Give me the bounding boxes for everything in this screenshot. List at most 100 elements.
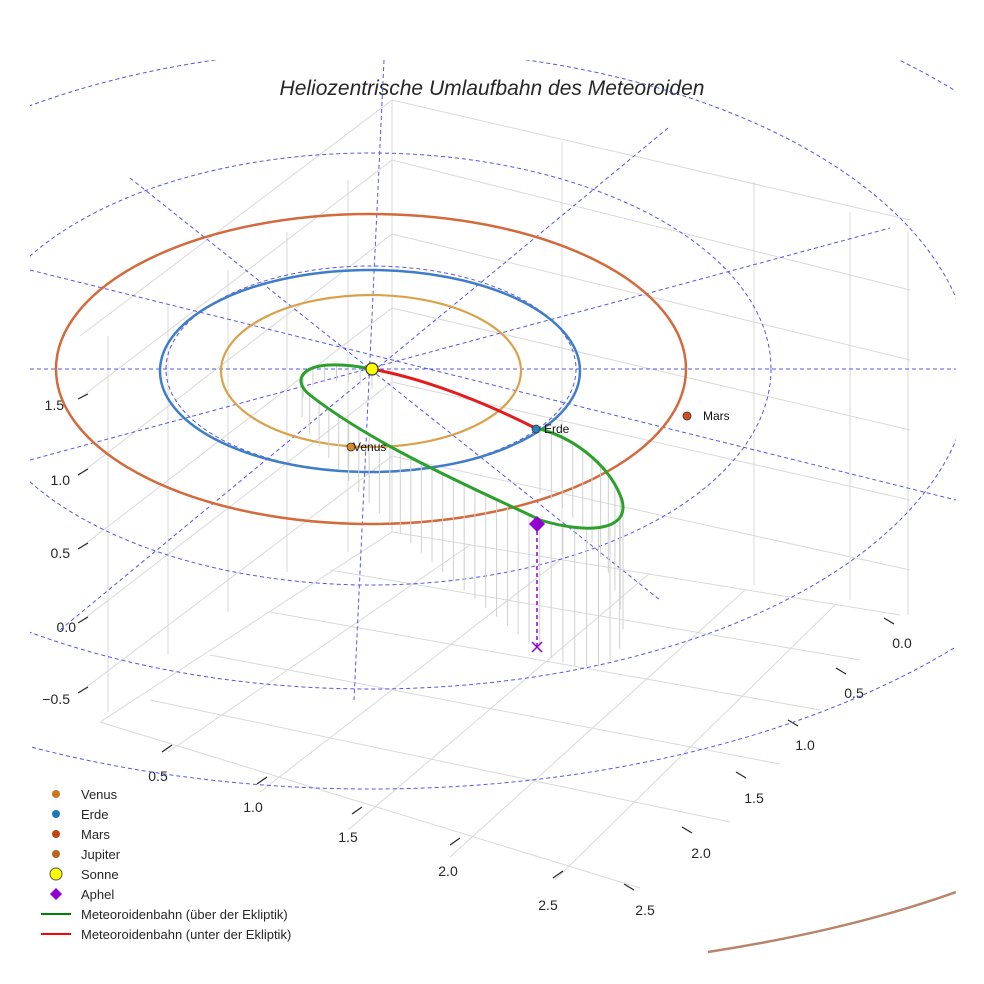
aphel-projection-marker <box>531 641 543 653</box>
x-tick-label: 2.0 <box>438 863 458 879</box>
legend-label: Sonne <box>81 867 119 882</box>
y-tick-label: 1.0 <box>795 737 815 753</box>
legend-sonne-marker <box>49 867 63 881</box>
meteoroid-orbit <box>299 363 625 530</box>
chart-title: Heliozentrische Umlaufbahn des Meteoroid… <box>280 77 705 100</box>
y-tick-label: 1.5 <box>744 790 764 806</box>
legend-label: Jupiter <box>81 847 121 862</box>
legend-label: Meteoroidenbahn (unter der Ekliptik) <box>81 927 291 942</box>
sun-marker <box>365 362 379 376</box>
grid-line <box>209 654 781 765</box>
grid-line <box>391 531 901 616</box>
legend-label: Venus <box>81 787 118 802</box>
ecliptic-spoke <box>30 227 891 461</box>
x-tick-label: 2.5 <box>538 897 558 913</box>
grid-line <box>79 233 393 475</box>
legend-mars-marker <box>52 830 60 838</box>
z-tick-mark <box>77 468 89 476</box>
ecliptic-circle <box>30 152 772 586</box>
x-tick-mark <box>351 806 363 815</box>
legend-label: Aphel <box>81 887 114 902</box>
meteoroid-path-above-ecliptic <box>299 363 625 530</box>
ecliptic-reference-grid <box>30 60 956 790</box>
y-tick-mark <box>835 667 847 675</box>
y-tick-label: 2.5 <box>635 902 655 918</box>
earth-marker <box>531 424 541 434</box>
venus-label: Venus <box>353 440 386 454</box>
z-tick-mark <box>77 686 89 694</box>
mars-marker <box>682 411 692 421</box>
grid-line <box>99 721 641 889</box>
grid-line <box>269 611 821 711</box>
legend-label: Mars <box>81 827 110 842</box>
ecliptic-spoke <box>129 177 661 601</box>
earth-orbit <box>158 268 582 474</box>
y-tick-mark <box>681 826 693 834</box>
grid-line <box>79 99 393 337</box>
chart-markers <box>346 362 692 532</box>
orbit-droplines <box>301 364 624 667</box>
grid-line <box>259 559 561 793</box>
ecliptic-spoke <box>353 60 385 701</box>
z-tick-label: −0.5 <box>42 691 70 707</box>
legend-erde-marker <box>52 810 60 818</box>
grid-line <box>554 604 836 881</box>
z-tick-label: 1.0 <box>51 472 71 488</box>
x-tick-label: 1.5 <box>338 829 358 845</box>
grid-line <box>79 381 393 623</box>
venus-marker <box>346 442 356 452</box>
grid-line <box>347 572 651 831</box>
x-tick-mark <box>449 837 461 846</box>
x-tick-mark <box>161 744 173 753</box>
planet-orbits <box>54 212 956 954</box>
z-tick-mark <box>77 616 89 624</box>
y-tick-label: 2.0 <box>691 845 711 861</box>
mars-orbit <box>54 212 688 526</box>
meteoroid-path-below-ecliptic <box>371 367 538 431</box>
earth-label: Erde <box>544 422 570 436</box>
y-tick-mark <box>735 771 747 779</box>
ecliptic-spoke <box>59 127 669 631</box>
jupiter-orbit <box>707 890 956 954</box>
y-tick-mark <box>787 719 799 727</box>
x-tick-label: 0.5 <box>148 768 168 784</box>
grid-line <box>449 589 746 858</box>
grid-line <box>329 569 861 661</box>
grid-line <box>149 699 731 823</box>
z-tick-mark <box>77 393 89 400</box>
grid-line <box>391 159 911 291</box>
venus-orbit <box>219 293 523 449</box>
x-tick-label: 1.0 <box>243 799 263 815</box>
planet-labels: Venus Erde Mars <box>353 409 730 454</box>
axis-grid <box>79 99 911 889</box>
aphel-marker <box>529 516 545 532</box>
grid-line <box>391 99 911 221</box>
ecliptic-circle <box>30 60 956 790</box>
legend: Venus Erde Mars Jupiter Sonne Aphel Mete… <box>41 787 291 942</box>
z-tick-mark <box>77 542 89 550</box>
grid-line <box>167 544 471 753</box>
grid-line <box>391 455 911 571</box>
grid-line <box>79 307 393 549</box>
legend-aphel-marker <box>50 888 62 900</box>
grid-line <box>79 455 393 693</box>
axis-ticks <box>77 393 895 891</box>
z-tick-label: 0.5 <box>51 545 71 561</box>
legend-label: Meteoroidenbahn (über der Ekliptik) <box>81 907 288 922</box>
legend-jupiter-marker <box>52 850 60 858</box>
ecliptic-spoke <box>30 269 956 501</box>
x-tick-mark <box>552 870 564 879</box>
grid-line <box>79 159 393 399</box>
z-tick-label: 1.5 <box>45 397 65 413</box>
grid-line <box>391 307 911 431</box>
x-tick-mark <box>256 776 268 785</box>
z-tick-label: 0.0 <box>57 619 77 635</box>
legend-label: Erde <box>81 807 108 822</box>
y-tick-label: 0.0 <box>892 635 912 651</box>
mars-label: Mars <box>703 409 730 423</box>
grid-line <box>99 531 393 723</box>
y-tick-mark <box>883 617 895 625</box>
y-tick-mark <box>623 883 635 891</box>
